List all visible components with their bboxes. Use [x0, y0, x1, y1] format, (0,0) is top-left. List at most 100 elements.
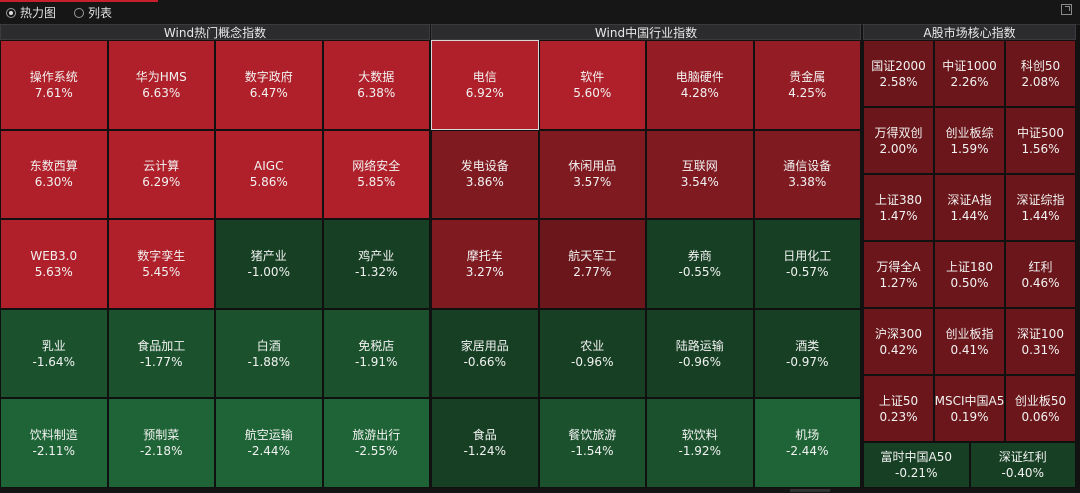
scrollbar-thumb[interactable] — [790, 489, 830, 492]
heatmap-tile[interactable]: 创业板50 0.06% — [1005, 375, 1076, 442]
heatmap-tile[interactable]: 操作系统 7.61% — [0, 40, 108, 130]
heatmap-tile[interactable]: 券商 -0.55% — [646, 219, 754, 309]
heatmap-tile[interactable]: 网络安全 5.85% — [322, 129, 430, 220]
tile-name: 深证综指 — [1016, 192, 1065, 207]
concept-index-title: Wind热门概念指数 — [0, 24, 430, 40]
tile-change: 0.23% — [879, 409, 918, 424]
tile-change: 2.00% — [879, 141, 918, 156]
heatmap-tile[interactable]: 深证红利 -0.40% — [969, 442, 1076, 488]
tile-name: 中证1000 — [942, 58, 997, 73]
heatmap-tile[interactable]: 酒类 -0.97% — [753, 308, 861, 399]
heatmap-tile[interactable]: 农业 -0.96% — [538, 308, 646, 399]
heatmap-tile[interactable]: 深证100 0.31% — [1005, 308, 1076, 375]
tile-change: 1.44% — [1021, 208, 1060, 223]
heatmap-tile[interactable]: 鸡产业 -1.32% — [322, 219, 430, 309]
heatmap-tile[interactable]: 摩托车 3.27% — [431, 219, 539, 309]
tile-name: 软件 — [580, 69, 605, 84]
heatmap-tile[interactable]: 深证综指 1.44% — [1005, 174, 1076, 241]
tile-change: -1.91% — [355, 354, 398, 369]
heatmap-tile[interactable]: 互联网 3.54% — [646, 129, 754, 220]
expand-window-icon[interactable] — [1061, 4, 1072, 15]
tile-change: -1.92% — [678, 444, 721, 459]
tile-change: -2.18% — [140, 444, 183, 459]
heatmap-tile[interactable]: 上证50 0.23% — [863, 375, 934, 442]
heatmap-tile[interactable]: WEB3.0 5.63% — [0, 219, 108, 309]
heatmap-tile[interactable]: 数字政府 6.47% — [215, 40, 323, 130]
tile-name: 电脑硬件 — [675, 69, 724, 84]
heatmap-tile[interactable]: 创业板指 0.41% — [934, 308, 1005, 375]
tile-name: 饮料制造 — [29, 428, 78, 443]
heatmap-tile[interactable]: 上证380 1.47% — [863, 174, 934, 241]
heatmap-tile[interactable]: 通信设备 3.38% — [753, 129, 861, 220]
heatmap-tile[interactable]: 大数据 6.38% — [322, 40, 430, 130]
tile-name: 家居用品 — [460, 338, 509, 353]
heatmap-tile[interactable]: 软件 5.60% — [538, 40, 646, 130]
heatmap-tile[interactable]: 红利 0.46% — [1005, 241, 1076, 308]
heatmap-tile[interactable]: 软饮料 -1.92% — [646, 398, 754, 488]
heatmap-tile[interactable]: 饮料制造 -2.11% — [0, 398, 108, 488]
heatmap-tile[interactable]: 万得全A 1.27% — [863, 241, 934, 308]
heatmap-tile[interactable]: 乳业 -1.64% — [0, 308, 108, 399]
heatmap-tile[interactable]: 云计算 6.29% — [107, 129, 215, 220]
heatmap-tile[interactable]: 中证500 1.56% — [1005, 107, 1076, 174]
mode-heatmap-label: 热力图 — [20, 6, 57, 20]
tile-name: 旅游出行 — [352, 428, 401, 443]
horizontal-scrollbar[interactable] — [0, 488, 1080, 493]
tile-change: -1.32% — [355, 264, 398, 279]
concept-index-heatmap: 操作系统 7.61% 华为HMS 6.63% 数字政府 6.47% 大数据 6.38% 东数西算… — [0, 40, 430, 488]
heatmap-tile[interactable]: 国证2000 2.58% — [863, 40, 934, 107]
tile-change: 5.63% — [34, 264, 73, 279]
radio-selected-icon[interactable] — [6, 7, 16, 18]
mode-list-option[interactable]: 列表 — [74, 4, 112, 21]
heatmap-tile[interactable]: 餐饮旅游 -1.54% — [538, 398, 646, 488]
tile-name: 酒类 — [795, 338, 820, 353]
tile-change: 5.45% — [142, 264, 181, 279]
heatmap-tile[interactable]: 深证A指 1.44% — [934, 174, 1005, 241]
heatmap-tile[interactable]: 航空运输 -2.44% — [215, 398, 323, 488]
heatmap-tile[interactable]: 上证180 0.50% — [934, 241, 1005, 308]
heatmap-tile[interactable]: 家居用品 -0.66% — [431, 308, 539, 399]
heatmap-tile[interactable]: 猪产业 -1.00% — [215, 219, 323, 309]
heatmap-tile[interactable]: 中证1000 2.26% — [934, 40, 1005, 107]
heatmap-tile[interactable]: 休闲用品 3.57% — [538, 129, 646, 220]
heatmap-tile[interactable]: 旅游出行 -2.55% — [322, 398, 430, 488]
tile-change: 2.77% — [573, 264, 612, 279]
tile-name: 食品加工 — [137, 338, 186, 353]
tile-change: 6.47% — [249, 85, 288, 100]
tile-change: 2.08% — [1021, 74, 1060, 89]
heatmap-tile[interactable]: 万得双创 2.00% — [863, 107, 934, 174]
tile-name: 创业板综 — [945, 125, 994, 140]
tile-change: 0.46% — [1021, 275, 1060, 290]
radio-unselected-icon[interactable] — [74, 7, 84, 18]
tile-change: 4.28% — [680, 85, 719, 100]
heatmap-tile[interactable]: 数字孪生 5.45% — [107, 219, 215, 309]
tile-name: 航空运输 — [244, 428, 293, 443]
heatmap-tile[interactable]: 预制菜 -2.18% — [107, 398, 215, 488]
heatmap-tile[interactable]: 发电设备 3.86% — [431, 129, 539, 220]
heatmap-tile[interactable]: AIGC 5.86% — [215, 129, 323, 220]
heatmap-tile[interactable]: 白酒 -1.88% — [215, 308, 323, 399]
heatmap-tile[interactable]: 食品加工 -1.77% — [107, 308, 215, 399]
tile-name: MSCI中国A5 — [934, 393, 1005, 408]
mode-heatmap-option[interactable]: 热力图 — [6, 4, 56, 21]
heatmap-tile[interactable]: 免税店 -1.91% — [322, 308, 430, 399]
heatmap-tile[interactable]: 华为HMS 6.63% — [107, 40, 215, 130]
heatmap-tile[interactable]: 贵金属 4.25% — [753, 40, 861, 130]
heatmap-tile[interactable]: 东数西算 6.30% — [0, 129, 108, 220]
heatmap-tile[interactable]: 创业板综 1.59% — [934, 107, 1005, 174]
heatmap-tile[interactable]: 电信 6.92% — [431, 40, 539, 130]
tile-change: -1.77% — [140, 354, 183, 369]
heatmap-tile[interactable]: 富时中国A50 -0.21% — [863, 442, 970, 488]
tile-name: 国证2000 — [871, 58, 926, 73]
tile-change: -2.55% — [355, 444, 398, 459]
heatmap-tile[interactable]: MSCI中国A5 0.19% — [934, 375, 1005, 442]
heatmap-tile[interactable]: 电脑硬件 4.28% — [646, 40, 754, 130]
heatmap-tile[interactable]: 日用化工 -0.57% — [753, 219, 861, 309]
heatmap-tile[interactable]: 沪深300 0.42% — [863, 308, 934, 375]
heatmap-tile[interactable]: 科创50 2.08% — [1005, 40, 1076, 107]
heatmap-tile[interactable]: 食品 -1.24% — [431, 398, 539, 488]
tile-name: 大数据 — [358, 69, 395, 84]
heatmap-tile[interactable]: 陆路运输 -0.96% — [646, 308, 754, 399]
heatmap-tile[interactable]: 航天军工 2.77% — [538, 219, 646, 309]
heatmap-tile[interactable]: 机场 -2.44% — [753, 398, 861, 488]
